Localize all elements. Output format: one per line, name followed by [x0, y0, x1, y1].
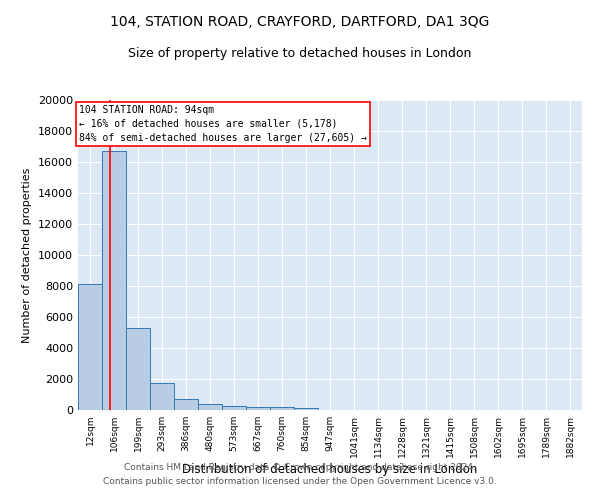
X-axis label: Distribution of detached houses by size in London: Distribution of detached houses by size …	[182, 462, 478, 475]
Bar	[78, 284, 102, 410]
Bar	[126, 328, 150, 410]
Bar	[270, 407, 294, 410]
Bar	[246, 406, 270, 410]
Bar	[198, 404, 222, 410]
Text: 104 STATION ROAD: 94sqm
← 16% of detached houses are smaller (5,178)
84% of semi: 104 STATION ROAD: 94sqm ← 16% of detache…	[79, 104, 367, 142]
Bar	[102, 151, 126, 410]
Text: Size of property relative to detached houses in London: Size of property relative to detached ho…	[128, 48, 472, 60]
Text: Contains public sector information licensed under the Open Government Licence v3: Contains public sector information licen…	[103, 477, 497, 486]
Bar	[222, 406, 246, 410]
Text: 104, STATION ROAD, CRAYFORD, DARTFORD, DA1 3QG: 104, STATION ROAD, CRAYFORD, DARTFORD, D…	[110, 15, 490, 29]
Bar	[174, 399, 198, 410]
Bar	[150, 383, 174, 410]
Text: Contains HM Land Registry data © Crown copyright and database right 2024.: Contains HM Land Registry data © Crown c…	[124, 464, 476, 472]
Bar	[294, 408, 318, 410]
Y-axis label: Number of detached properties: Number of detached properties	[22, 168, 32, 342]
